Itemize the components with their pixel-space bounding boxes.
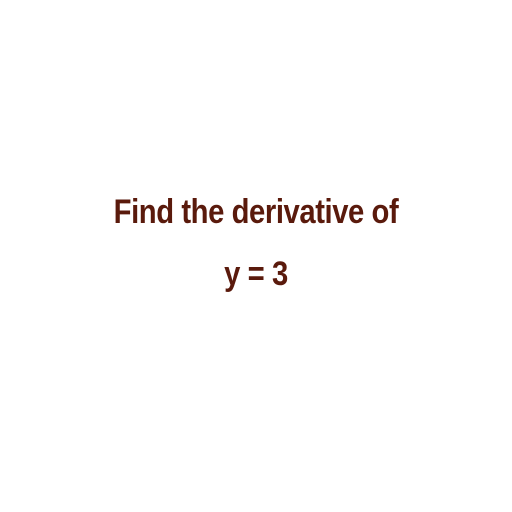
question-equation: y = 3 xyxy=(224,255,288,293)
question-prompt: Find the derivative of xyxy=(113,193,399,231)
